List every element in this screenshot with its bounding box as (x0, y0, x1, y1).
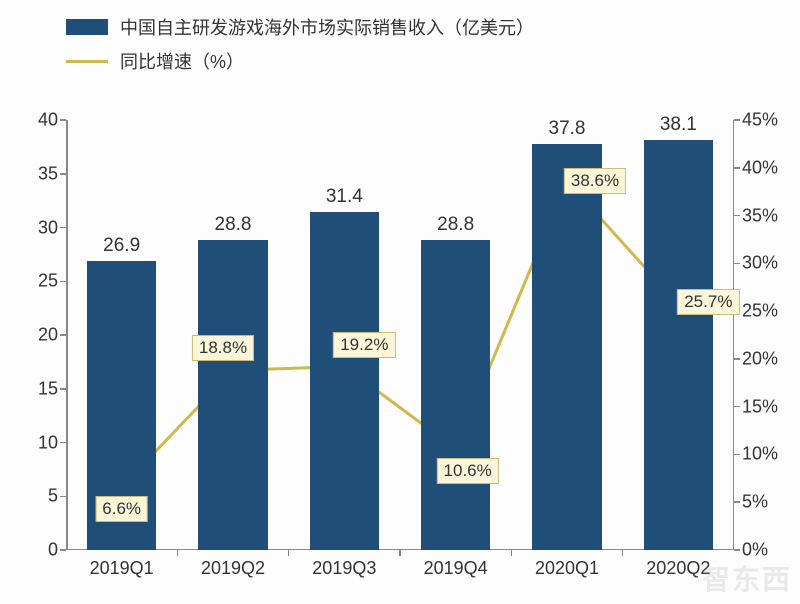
tick-mark (734, 501, 740, 503)
tick-mark (60, 334, 66, 336)
bar-value-label: 28.8 (437, 214, 474, 236)
bar (421, 240, 490, 550)
y-left-tick: 5 (8, 486, 58, 507)
tick-mark (622, 550, 624, 556)
tick-mark (734, 454, 740, 456)
legend-line-label: 同比增速（%） (120, 48, 244, 74)
bar (644, 140, 713, 550)
bar (310, 212, 379, 550)
x-tick-label: 2019Q2 (201, 558, 265, 579)
plot-area: 05101520253035400%5%10%15%20%25%30%35%40… (66, 120, 734, 550)
line-value-label: 18.8% (192, 335, 254, 361)
tick-mark (734, 167, 740, 169)
y-right-tick: 30% (742, 253, 800, 274)
y-left-tick: 40 (8, 110, 58, 131)
tick-mark (734, 549, 740, 551)
y-right-tick: 45% (742, 110, 800, 131)
bar-swatch-icon (66, 19, 108, 35)
x-tick-label: 2019Q1 (90, 558, 154, 579)
tick-mark (60, 227, 66, 229)
tick-mark (177, 550, 179, 556)
line-plot (66, 120, 734, 550)
y-left-tick: 15 (8, 378, 58, 399)
tick-mark (734, 119, 740, 121)
tick-mark (60, 549, 66, 551)
tick-mark (60, 388, 66, 390)
tick-mark (288, 550, 290, 556)
tick-mark (734, 215, 740, 217)
x-tick-label: 2019Q4 (424, 558, 488, 579)
tick-mark (734, 263, 740, 265)
line-value-label: 19.2% (333, 332, 395, 358)
tick-mark (60, 496, 66, 498)
y-left-tick: 20 (8, 325, 58, 346)
bar-value-label: 31.4 (326, 186, 363, 208)
chart-container: 中国自主研发游戏海外市场实际销售收入（亿美元） 同比增速（%） 05101520… (0, 0, 800, 604)
tick-mark (60, 442, 66, 444)
bar (532, 144, 601, 550)
y-right-tick: 40% (742, 157, 800, 178)
tick-mark (399, 550, 401, 556)
y-right-tick: 5% (742, 492, 800, 513)
bar-value-label: 37.8 (549, 118, 586, 140)
y-left-tick: 25 (8, 271, 58, 292)
line-swatch-icon (66, 60, 108, 63)
bar-value-label: 26.9 (103, 235, 140, 257)
y-right-tick: 35% (742, 205, 800, 226)
line-value-label: 25.7% (677, 289, 739, 315)
tick-mark (60, 281, 66, 283)
line-value-label: 38.6% (564, 168, 626, 194)
bar-value-label: 28.8 (215, 214, 252, 236)
legend-bar-label: 中国自主研发游戏海外市场实际销售收入（亿美元） (120, 14, 534, 40)
y-left-tick: 0 (8, 540, 58, 561)
y-right-tick: 20% (742, 348, 800, 369)
y-left-tick: 35 (8, 163, 58, 184)
y-left-tick: 30 (8, 217, 58, 238)
legend: 中国自主研发游戏海外市场实际销售收入（亿美元） 同比增速（%） (66, 14, 534, 82)
tick-mark (60, 173, 66, 175)
y-left-tick: 10 (8, 432, 58, 453)
x-tick-label: 2019Q3 (312, 558, 376, 579)
line-value-label: 10.6% (437, 458, 499, 484)
legend-bar-row: 中国自主研发游戏海外市场实际销售收入（亿美元） (66, 14, 534, 40)
tick-mark (734, 358, 740, 360)
x-tick-label: 2020Q1 (535, 558, 599, 579)
bar-value-label: 38.1 (660, 114, 697, 136)
y-right-tick: 15% (742, 396, 800, 417)
x-tick-label: 2020Q2 (646, 558, 710, 579)
tick-mark (734, 406, 740, 408)
y-right-tick: 25% (742, 301, 800, 322)
tick-mark (511, 550, 513, 556)
tick-mark (60, 119, 66, 121)
watermark: 智东西 (702, 558, 792, 598)
line-value-label: 6.6% (95, 496, 148, 522)
legend-line-row: 同比增速（%） (66, 48, 534, 74)
y-right-tick: 10% (742, 444, 800, 465)
bar (198, 240, 267, 550)
